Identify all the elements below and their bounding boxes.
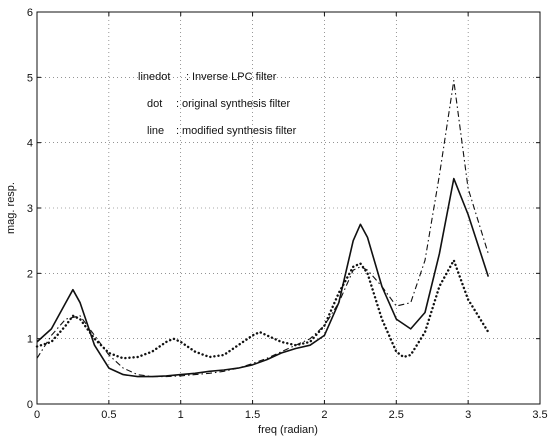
legend-sep-line: :	[176, 125, 179, 137]
x-tick-label: 0	[34, 409, 40, 421]
legend-text-dot: original synthesis filter	[182, 98, 291, 110]
legend: linedot : Inverse LPC filter dot : origi…	[138, 71, 297, 137]
x-tick-label: 0.5	[101, 409, 116, 421]
legend-key-linedot: linedot	[138, 71, 170, 83]
plot-area	[37, 12, 540, 404]
x-tick-label: 2.5	[389, 409, 404, 421]
legend-text-linedot: Inverse LPC filter	[192, 71, 277, 83]
x-tick-label: 2	[321, 409, 327, 421]
legend-key-dot: dot	[147, 98, 162, 110]
series-line-line	[36, 177, 490, 378]
legend-text-line: modified synthesis filter	[182, 125, 297, 137]
y-tick-label: 4	[27, 138, 33, 150]
y-axis-label: mag. resp.	[5, 182, 17, 234]
x-tick-label: 1	[178, 409, 184, 421]
series-line-dot	[35, 259, 490, 360]
tick-labels: 0 0.5 1 1.5 2 2.5 3 3.5 0 1 2 3 4 5 6	[27, 7, 548, 421]
series-line-linedot	[36, 80, 489, 378]
grid-lines	[37, 12, 540, 404]
x-tick-label: 3.5	[532, 409, 547, 421]
legend-key-line: line	[147, 125, 164, 137]
x-tick-label: 3	[465, 409, 471, 421]
y-tick-label: 1	[27, 334, 33, 346]
axis-ticks	[36, 11, 541, 405]
y-tick-label: 2	[27, 268, 33, 280]
y-tick-label: 3	[27, 203, 33, 215]
y-tick-label: 5	[27, 72, 33, 84]
legend-sep-dot: :	[176, 98, 179, 110]
y-tick-label: 6	[27, 7, 33, 19]
series-group	[35, 80, 490, 378]
legend-sep-linedot: :	[186, 71, 189, 83]
y-tick-label: 0	[27, 399, 33, 411]
x-axis-label: freq (radian)	[258, 424, 318, 436]
x-tick-label: 1.5	[245, 409, 260, 421]
